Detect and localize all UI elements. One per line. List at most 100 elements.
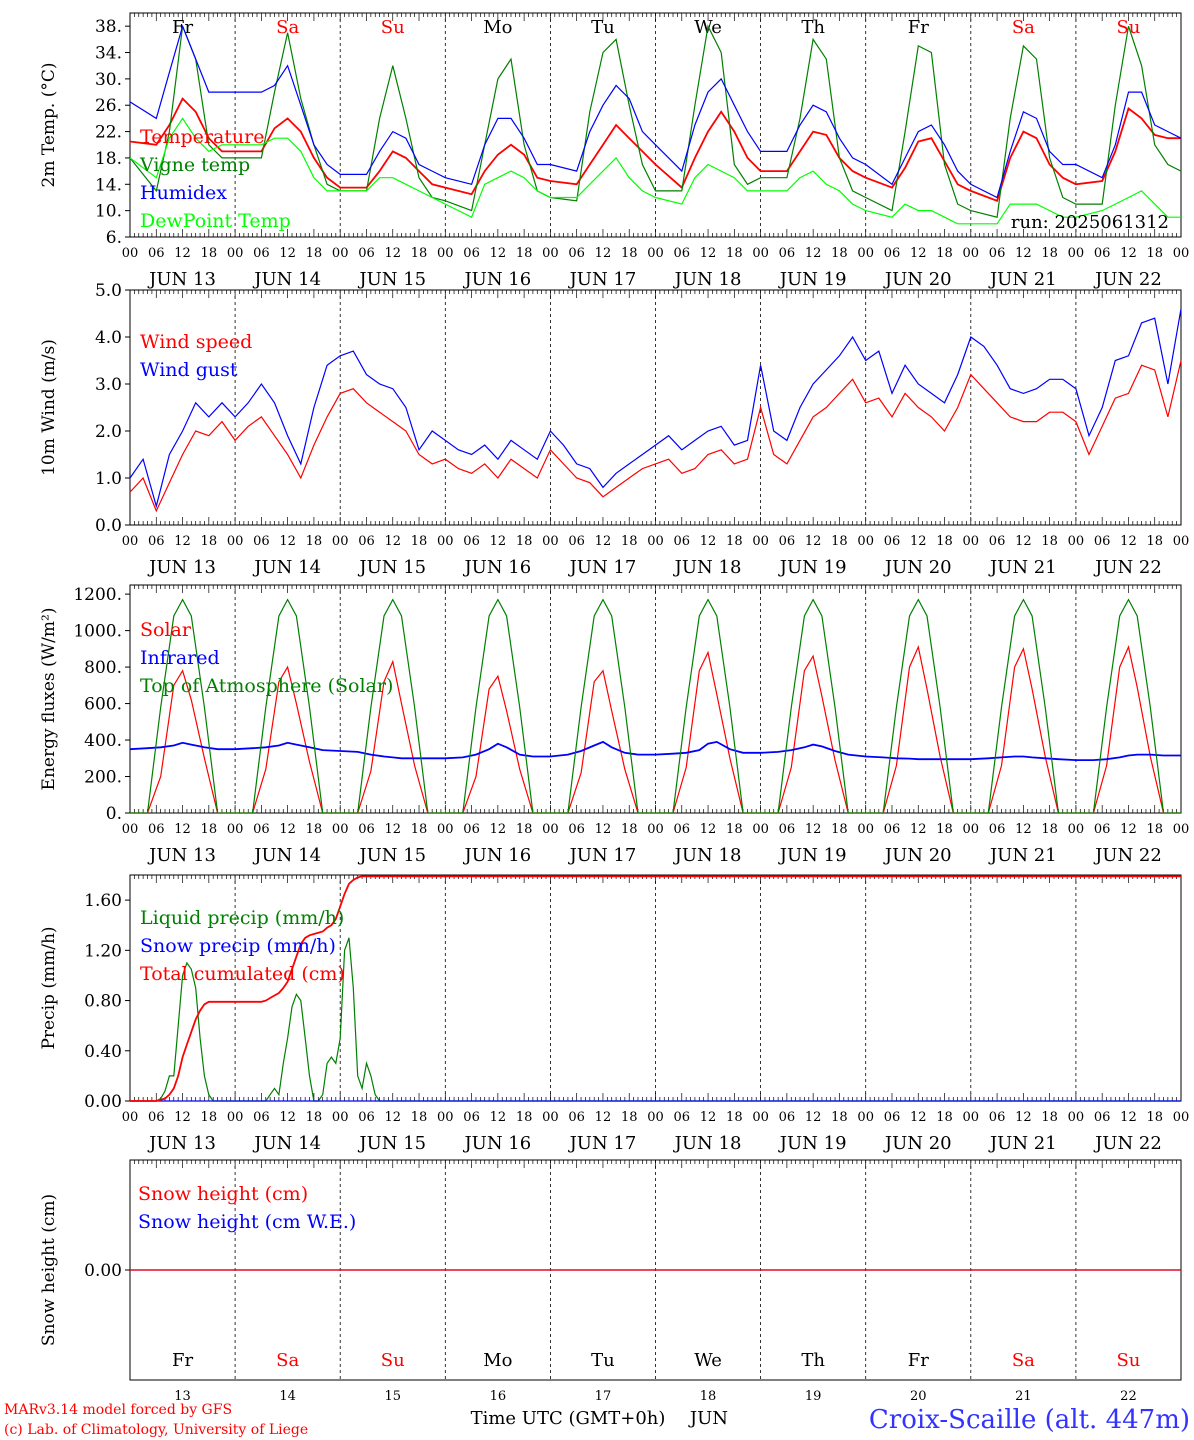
date-label: JUN 20	[883, 1133, 952, 1154]
hour-label: 06	[779, 246, 796, 261]
day-number-label: 20	[910, 1389, 927, 1404]
hour-label: 18	[726, 246, 743, 261]
hour-label: 00	[1068, 534, 1085, 549]
hour-label: 00	[857, 534, 874, 549]
hour-label: 06	[358, 822, 375, 837]
hour-label: 12	[1120, 1110, 1137, 1125]
weekday-label: Fr	[908, 17, 929, 38]
hour-label: 00	[122, 1110, 139, 1125]
day-number-label: 14	[279, 1389, 296, 1404]
hour-label: 12	[490, 822, 507, 837]
date-label: JUN 18	[673, 1133, 742, 1154]
y-tick-label: 18.	[95, 149, 122, 169]
date-label: JUN 22	[1093, 269, 1162, 290]
hour-label: 18	[1146, 534, 1163, 549]
hour-label: 00	[963, 822, 980, 837]
date-label: JUN 15	[357, 269, 426, 290]
panel-snow: 0.00 Snow height (cm) Snow height (cm) Snow…	[39, 1159, 1182, 1404]
series-line-vigne-temp	[129, 24, 1182, 218]
hour-label: 06	[253, 1110, 270, 1125]
weekday-label: Su	[381, 17, 405, 38]
hour-label: 12	[1015, 534, 1032, 549]
hour-label: 00	[227, 534, 244, 549]
date-label: JUN 18	[673, 269, 742, 290]
hour-label: 18	[726, 822, 743, 837]
date-label: JUN 20	[883, 845, 952, 866]
y-tick-label: 34.	[95, 44, 122, 64]
hour-label: 00	[647, 246, 664, 261]
hour-label: 00	[647, 1110, 664, 1125]
hour-label: 00	[963, 534, 980, 549]
hour-label: 00	[437, 1110, 454, 1125]
legend-item: Snow height (cm)	[138, 1183, 308, 1205]
hour-label: 00	[122, 534, 139, 549]
hour-label: 12	[384, 1110, 401, 1125]
hour-label: 18	[201, 246, 218, 261]
y-tick-label: 22.	[95, 123, 122, 143]
hour-label: 06	[463, 1110, 480, 1125]
date-label: JUN 20	[883, 557, 952, 578]
hour-label: 06	[253, 534, 270, 549]
date-label: JUN 19	[778, 1133, 847, 1154]
hour-label: 18	[306, 534, 323, 549]
hour-label: 12	[910, 534, 927, 549]
weekday-label: Tu	[591, 17, 615, 38]
hour-label: 06	[884, 246, 901, 261]
hour-label: 18	[936, 822, 953, 837]
hour-label: 12	[595, 246, 612, 261]
hour-label: 06	[779, 822, 796, 837]
hour-label: 18	[936, 246, 953, 261]
hour-label: 06	[1094, 1110, 1111, 1125]
date-label: JUN 14	[252, 269, 321, 290]
hour-label: 12	[805, 534, 822, 549]
legend-item: Snow precip (mm/h)	[140, 935, 336, 957]
date-label: JUN 17	[568, 269, 637, 290]
legend-item: Top of Atmosphere (Solar)	[140, 675, 393, 697]
hour-label: 06	[148, 822, 165, 837]
date-label: JUN 15	[357, 1133, 426, 1154]
weekday-label: Su	[1116, 1350, 1140, 1371]
date-label: JUN 14	[252, 557, 321, 578]
date-label: JUN 17	[568, 1133, 637, 1154]
weekday-label: Fr	[172, 1350, 193, 1371]
hour-label: 06	[463, 534, 480, 549]
y-tick-label: 6.	[106, 228, 122, 248]
hour-label: 18	[936, 534, 953, 549]
weekday-label: Th	[801, 1350, 825, 1371]
date-label: JUN 13	[147, 1133, 216, 1154]
day-number-label: 22	[1120, 1389, 1137, 1404]
hour-label: 06	[674, 1110, 691, 1125]
hour-label: 18	[831, 246, 848, 261]
weekday-label: We	[694, 1350, 722, 1371]
hour-label: 00	[332, 1110, 349, 1125]
series-line-top-of-atmosphere-solar-	[130, 598, 1181, 814]
hour-label: 18	[1146, 246, 1163, 261]
hour-label: 12	[1120, 246, 1137, 261]
weekday-label: Mo	[483, 1350, 512, 1371]
y-tick-label: 400.	[84, 731, 122, 751]
hour-label: 06	[779, 1110, 796, 1125]
date-label: JUN 22	[1093, 1133, 1162, 1154]
station-name: Croix-Scaille (alt. 447m)	[869, 1405, 1190, 1435]
hour-label: 06	[779, 534, 796, 549]
hour-label: 06	[674, 246, 691, 261]
date-label: JUN 14	[252, 1133, 321, 1154]
hour-label: 12	[910, 1110, 927, 1125]
y-tick-label: 1.20	[84, 941, 122, 961]
hour-label: 18	[516, 1110, 533, 1125]
panel-wind: 0.0 1.0 2.0 3.0 4.0 5.0 10m Wind (m/s) 00 06 12 18…	[39, 281, 1189, 578]
hour-label: 06	[148, 534, 165, 549]
y-tick-label: 30.	[95, 70, 122, 90]
y-tick-label: 1000.	[73, 622, 122, 642]
legend-item: Vigne temp	[139, 154, 250, 176]
legend-item: Humidex	[140, 182, 227, 204]
hour-label: 12	[174, 534, 191, 549]
weekday-label: Tu	[591, 1350, 615, 1371]
hour-label: 18	[411, 534, 428, 549]
date-label: JUN 16	[462, 845, 531, 866]
hour-label: 12	[595, 822, 612, 837]
hour-label: 12	[279, 246, 296, 261]
hour-label: 12	[174, 246, 191, 261]
y-tick-label: 800.	[84, 658, 122, 678]
